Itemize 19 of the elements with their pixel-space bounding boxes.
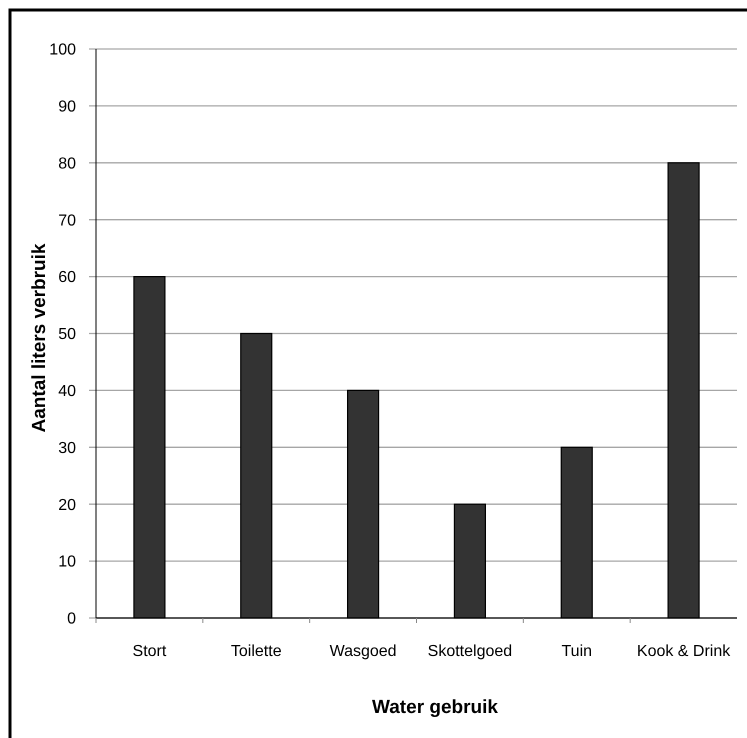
x-tick-label: Wasgoed [330, 643, 397, 660]
y-tick-label: 0 [67, 610, 76, 628]
x-tick-label: Kook & Drink [636, 643, 732, 660]
y-tick-label: 20 [58, 496, 76, 514]
y-tick-label: 30 [58, 440, 76, 457]
y-tick-label: 60 [58, 269, 76, 286]
y-axis-title: Aantal liters verbruik [29, 243, 50, 433]
y-tick-label: 100 [49, 42, 76, 59]
y-tick-label: 90 [58, 98, 76, 116]
x-axis-title: Water gebruik [372, 697, 498, 718]
y-tick-label: 50 [58, 326, 76, 344]
x-tick-label: Toilette [230, 643, 282, 660]
y-tick-label: 40 [58, 383, 76, 400]
y-tick-label: 80 [58, 155, 76, 172]
x-tick-label: Tuin [561, 643, 592, 660]
x-tick-label: Skottelgoed [428, 643, 512, 660]
y-tick-label: 10 [58, 554, 76, 571]
y-tick-label: 70 [58, 212, 76, 230]
x-tick-label: Stort [132, 643, 167, 660]
